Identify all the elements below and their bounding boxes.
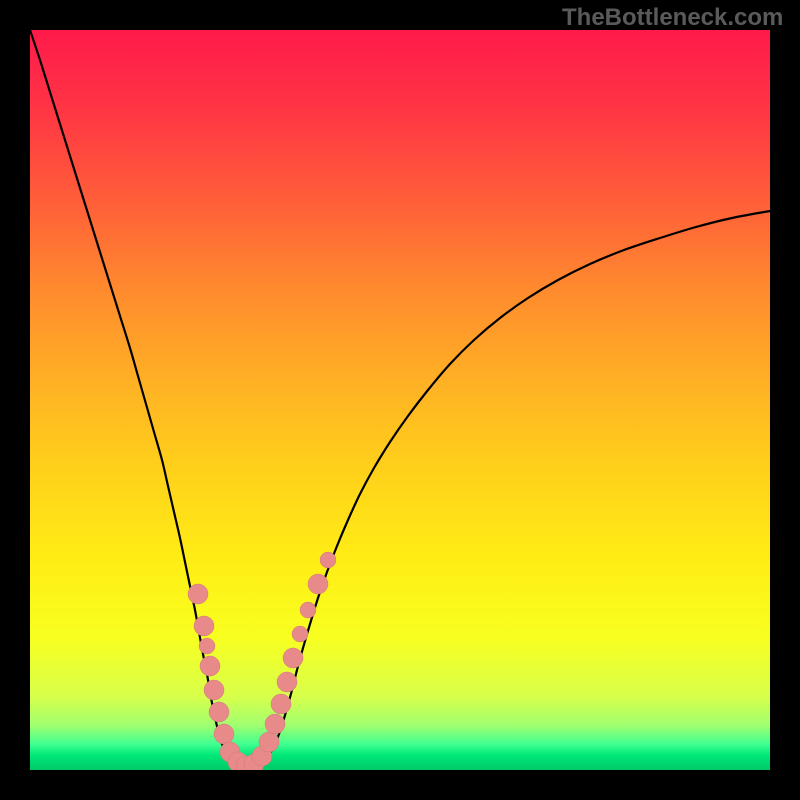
gradient-background bbox=[30, 30, 770, 770]
watermark-text: TheBottleneck.com bbox=[562, 4, 783, 32]
chart-container: { "chart": { "type": "line", "canvas": {… bbox=[0, 0, 800, 800]
plot-area bbox=[30, 30, 770, 770]
